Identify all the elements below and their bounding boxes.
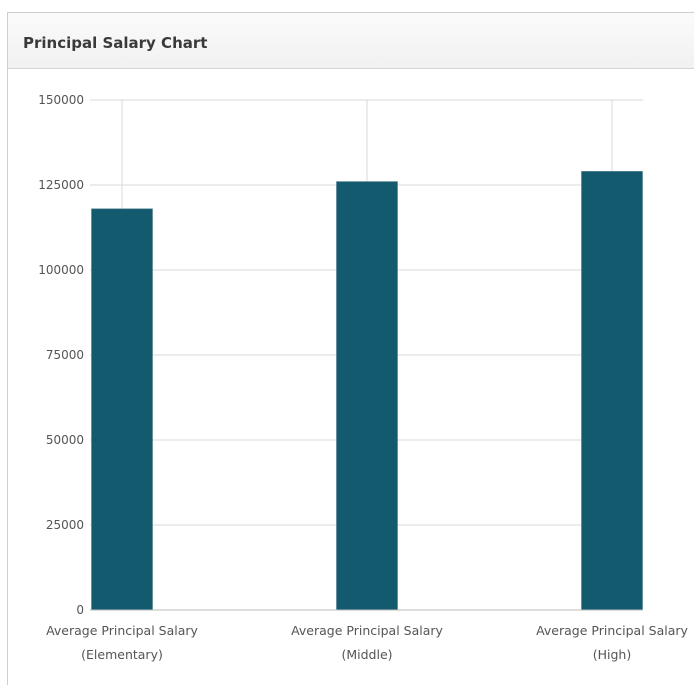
bar xyxy=(336,181,398,611)
x-tick-label-line: (Middle) xyxy=(341,647,392,662)
x-tick-label-line: Average Principal Salary xyxy=(291,623,443,638)
panel-title: Principal Salary Chart xyxy=(23,34,208,52)
y-tick-label: 75000 xyxy=(46,348,84,362)
x-tick-label-line: Average Principal Salary xyxy=(46,623,198,638)
x-tick-label-line: (High) xyxy=(593,647,631,662)
y-tick-label: 150000 xyxy=(38,93,84,107)
x-tick-label: Average Principal Salary (Middle) xyxy=(291,623,443,662)
y-tick-label: 125000 xyxy=(38,178,84,192)
y-tick-label: 0 xyxy=(76,603,84,617)
panel-header: Principal Salary Chart xyxy=(8,13,694,69)
x-tick-label: Average Principal Salary (High) xyxy=(536,623,688,662)
y-tick-label: 100000 xyxy=(38,263,84,277)
x-tick-label-line: (Elementary) xyxy=(81,647,163,662)
x-tick-label: Average Principal Salary (Elementary) xyxy=(46,623,198,662)
y-tick-label: 50000 xyxy=(46,433,84,447)
bar xyxy=(91,208,153,611)
x-tick-label-line: Average Principal Salary xyxy=(536,623,688,638)
bar xyxy=(581,171,643,611)
y-tick-label: 25000 xyxy=(46,518,84,532)
